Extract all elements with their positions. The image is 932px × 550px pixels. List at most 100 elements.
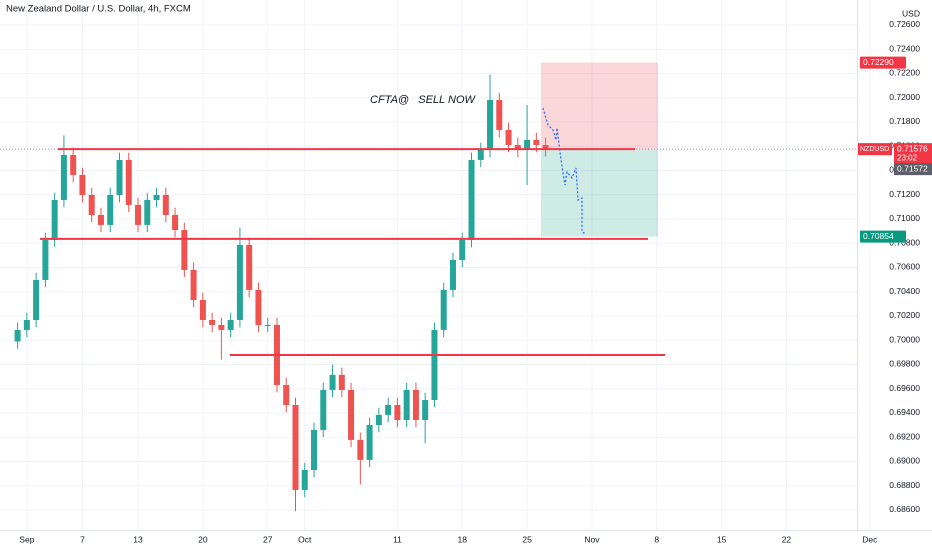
x-tick-label: 15 [717, 534, 727, 544]
symbol-label: NZDUSD [860, 146, 889, 153]
candle-body [311, 429, 318, 470]
stop-zone [541, 62, 658, 150]
y-tick-label: 0.71200 [889, 189, 920, 199]
last-price-label: 0.71576 [897, 143, 928, 153]
candle-body [153, 194, 160, 200]
candle-body [264, 324, 271, 326]
target-zone [541, 149, 658, 237]
target-label-bg [860, 230, 906, 243]
candle-body [199, 299, 206, 320]
y-tick-label: 0.69400 [889, 407, 920, 417]
stop-label: 0.72290 [863, 57, 894, 67]
candle-body [329, 374, 336, 390]
grid [0, 0, 871, 530]
candle-body [487, 100, 494, 150]
y-tick-label: 0.71000 [889, 213, 920, 223]
candle-body [524, 139, 531, 150]
candle-body [496, 100, 503, 130]
x-tick-label: 22 [782, 534, 792, 544]
position-tool [0, 62, 857, 237]
candle-body [459, 239, 466, 260]
prev-price-bg [894, 163, 932, 176]
x-tick-label: 8 [654, 534, 659, 544]
candle-body [181, 230, 188, 270]
y-tick-label: 0.70200 [889, 310, 920, 320]
y-tick-label: 0.69000 [889, 456, 920, 466]
candle-body [236, 244, 243, 320]
candle-body [79, 174, 86, 195]
candle-body [477, 149, 484, 160]
candle-body [394, 404, 401, 421]
y-tick-label: 0.72600 [889, 19, 920, 29]
y-tick-label: 0.69200 [889, 431, 920, 441]
candle-body [375, 414, 382, 425]
candle-body [172, 214, 179, 231]
y-tick-label: 0.72000 [889, 92, 920, 102]
candle-body [227, 319, 234, 330]
candle-body [431, 329, 438, 401]
y-tick-label: 0.69800 [889, 359, 920, 369]
x-tick-label: 20 [198, 534, 208, 544]
target-label: 0.70854 [863, 231, 894, 241]
candle-body [70, 154, 77, 175]
x-tick-label: 18 [458, 534, 468, 544]
projection-path [542, 107, 587, 235]
candles [14, 74, 549, 512]
candle-body [514, 145, 521, 150]
x-tick-label: Sep [19, 534, 34, 544]
candle-body [255, 289, 262, 325]
candle-body [162, 194, 169, 215]
candle-body [51, 199, 58, 240]
candle-body [542, 145, 549, 150]
candle-body [292, 404, 299, 490]
x-tick-label: 13 [133, 534, 143, 544]
candle-body [125, 159, 132, 205]
candle-body [218, 324, 225, 330]
y-tick-label: 0.70000 [889, 334, 920, 344]
candle-body [320, 389, 327, 430]
x-tick-label: 27 [263, 534, 273, 544]
candle-body [107, 194, 114, 225]
stop-label-bg [860, 56, 906, 69]
candle-body [440, 289, 447, 330]
candle-body [338, 374, 345, 390]
candle-body [357, 439, 364, 460]
annotation: CFTA@ SELL NOW [370, 94, 477, 106]
candle-body [422, 400, 429, 421]
candle-body [468, 159, 475, 240]
candle-body [403, 389, 410, 421]
countdown-label: 23:02 [897, 153, 918, 162]
x-tick-label: 25 [522, 534, 532, 544]
candle-body [116, 159, 123, 195]
y-tick-label: 0.68600 [889, 504, 920, 514]
candle-body [42, 239, 49, 280]
x-tick-label: Dec [862, 534, 878, 544]
candle-body [533, 139, 540, 146]
y-tick-label: 0.71800 [889, 116, 920, 126]
candle-body [190, 269, 197, 300]
candle-body [246, 244, 253, 290]
candle-body [144, 199, 151, 225]
currency-label: USD [902, 8, 920, 18]
candle-body [505, 129, 512, 146]
candle-body [23, 319, 30, 330]
candle-body [14, 329, 21, 342]
candle-body [33, 279, 40, 320]
y-tick-label: 0.72400 [889, 43, 920, 53]
candle-body [348, 389, 355, 440]
candle-body [301, 469, 308, 490]
candle-body [366, 424, 373, 460]
chart-title: New Zealand Dollar / U.S. Dollar, 4h, FX… [6, 4, 191, 15]
y-tick-label: 0.70400 [889, 286, 920, 296]
candle-body [449, 259, 456, 290]
y-tick-label: 0.70600 [889, 262, 920, 272]
candle-body [60, 154, 67, 200]
levels [40, 148, 665, 357]
y-tick-label: 0.68800 [889, 480, 920, 490]
candle-body [412, 389, 419, 421]
y-tick-label: 0.69600 [889, 383, 920, 393]
candle-body [88, 194, 95, 215]
candle-body [135, 204, 142, 225]
